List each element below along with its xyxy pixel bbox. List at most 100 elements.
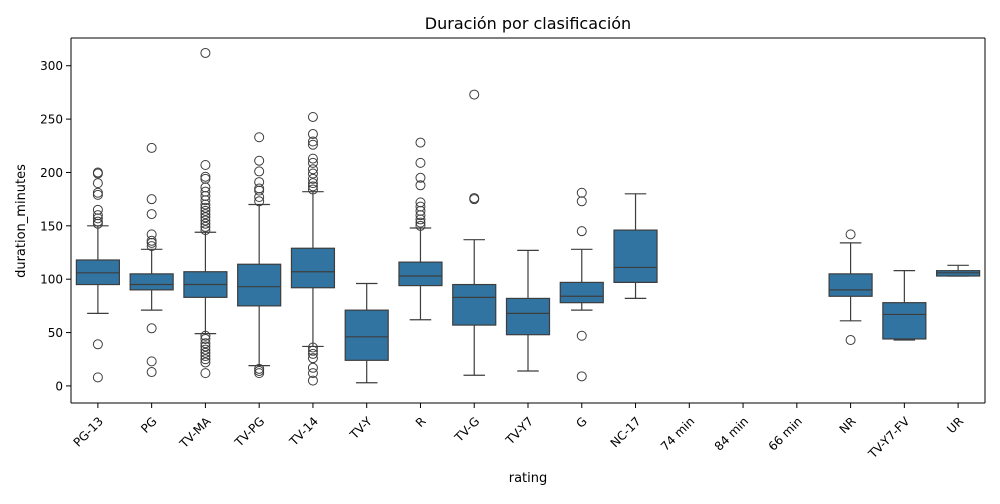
outlier-point — [200, 160, 211, 171]
outlier-point — [307, 342, 318, 353]
outlier-point — [469, 89, 480, 100]
y-tick-label: 300 — [40, 59, 63, 73]
outlier-point — [200, 330, 211, 341]
outlier-point — [415, 137, 426, 148]
y-tick-label: 200 — [40, 166, 63, 180]
outlier-point — [576, 371, 587, 382]
outlier-point — [576, 330, 587, 341]
outlier-point — [200, 347, 211, 358]
outlier-point — [200, 357, 211, 368]
outlier-point — [200, 47, 211, 58]
outlier-point — [576, 187, 587, 198]
outlier-point — [307, 139, 318, 150]
outlier-point — [307, 184, 318, 195]
outlier-point — [92, 178, 103, 189]
outlier-point — [200, 354, 211, 365]
outlier-point — [307, 129, 318, 140]
box — [452, 283, 497, 326]
outlier-point — [254, 363, 265, 374]
outlier-point — [146, 367, 157, 378]
box — [882, 302, 927, 340]
outlier-point — [845, 229, 856, 240]
outlier-point — [307, 164, 318, 175]
outlier-point — [146, 323, 157, 334]
box — [290, 247, 336, 289]
outlier-point — [92, 372, 103, 383]
outlier-point — [92, 210, 103, 221]
chart-title: Duración por clasificación — [425, 14, 631, 33]
outlier-point — [307, 353, 318, 364]
outlier-point — [254, 177, 265, 188]
outlier-point — [254, 183, 265, 194]
outlier-point — [146, 241, 157, 252]
outlier-point — [200, 205, 211, 216]
box — [613, 229, 658, 284]
y-tick-label: 250 — [40, 113, 63, 127]
y-tick-label: 0 — [55, 379, 63, 393]
box — [344, 309, 389, 361]
outlier-point — [200, 186, 211, 197]
outlier-point — [254, 155, 265, 166]
outlier-point — [200, 218, 211, 229]
outlier-point — [307, 181, 318, 192]
outlier-point — [200, 333, 211, 344]
outlier-point — [146, 209, 157, 220]
x-axis-label: rating — [509, 471, 548, 486]
outlier-point — [92, 216, 103, 227]
outlier-point — [415, 217, 426, 228]
box — [237, 263, 282, 307]
outlier-point — [92, 204, 103, 215]
box — [828, 273, 873, 297]
outlier-point — [307, 368, 318, 379]
outlier-point — [307, 153, 318, 164]
outlier-point — [254, 132, 265, 143]
y-axis-label: duration_minutes — [14, 164, 29, 278]
outlier-point — [469, 193, 480, 204]
outlier-point — [307, 345, 318, 356]
outlier-point — [307, 136, 318, 147]
outlier-point — [307, 173, 318, 184]
outlier-point — [200, 171, 211, 182]
outlier-point — [200, 338, 211, 349]
outlier-point — [200, 215, 211, 226]
outlier-point — [254, 196, 265, 207]
outlier-point — [200, 368, 211, 379]
y-tick-label: 50 — [48, 326, 63, 340]
outlier-point — [200, 212, 211, 223]
outlier-point — [200, 341, 211, 352]
outlier-point — [307, 111, 318, 122]
outlier-point — [254, 166, 265, 177]
outlier-point — [92, 187, 103, 198]
outlier-point — [146, 229, 157, 240]
outlier-point — [146, 194, 157, 205]
outlier-point — [200, 351, 211, 362]
outlier-point — [200, 221, 211, 232]
outlier-point — [92, 339, 103, 350]
outlier-point — [307, 178, 318, 189]
box — [398, 261, 443, 287]
outlier-point — [307, 375, 318, 386]
outlier-point — [307, 168, 318, 179]
y-tick-label: 150 — [40, 219, 63, 233]
outlier-point — [146, 356, 157, 367]
outlier-point — [200, 344, 211, 355]
box — [559, 281, 604, 304]
outlier-point — [415, 220, 426, 231]
outlier-point — [200, 202, 211, 213]
outlier-point — [845, 335, 856, 346]
outlier-point — [415, 197, 426, 208]
outlier-point — [576, 226, 587, 237]
outlier-point — [146, 235, 157, 246]
y-tick-label: 100 — [40, 273, 63, 287]
box — [129, 273, 174, 291]
outlier-point — [200, 209, 211, 220]
outlier-point — [200, 225, 211, 236]
box — [505, 297, 551, 336]
outlier-point — [307, 157, 318, 168]
outlier-point — [415, 172, 426, 183]
outlier-point — [146, 142, 157, 153]
outlier-point — [415, 157, 426, 168]
